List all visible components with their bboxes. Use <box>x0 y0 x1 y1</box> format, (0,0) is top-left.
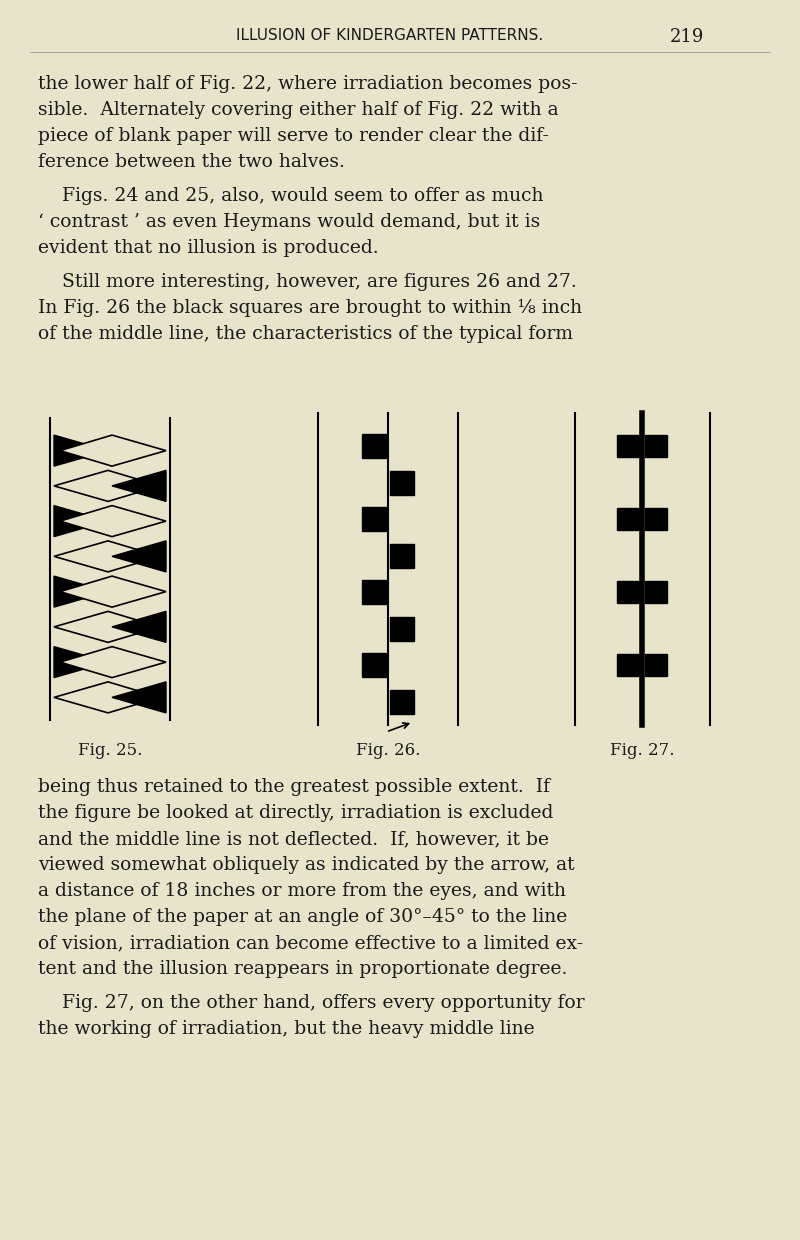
Text: being thus retained to the greatest possible extent.  If: being thus retained to the greatest poss… <box>38 777 550 796</box>
Polygon shape <box>60 435 166 466</box>
Text: Fig. 26.: Fig. 26. <box>356 742 420 759</box>
Bar <box>645 582 667 603</box>
Bar <box>390 544 414 568</box>
Bar <box>645 508 667 531</box>
Polygon shape <box>54 646 108 677</box>
Bar <box>617 582 639 603</box>
Text: Fig. 25.: Fig. 25. <box>78 742 142 759</box>
Polygon shape <box>112 541 166 572</box>
Text: the plane of the paper at an angle of 30°–45° to the line: the plane of the paper at an angle of 30… <box>38 908 567 926</box>
Polygon shape <box>112 611 166 642</box>
Text: Fig. 27.: Fig. 27. <box>610 742 674 759</box>
Text: tent and the illusion reappears in proportionate degree.: tent and the illusion reappears in propo… <box>38 960 567 978</box>
Polygon shape <box>60 646 166 677</box>
Polygon shape <box>54 506 108 537</box>
Text: ‘ contrast ’ as even Heymans would demand, but it is: ‘ contrast ’ as even Heymans would deman… <box>38 213 540 231</box>
Text: the figure be looked at directly, irradiation is excluded: the figure be looked at directly, irradi… <box>38 804 554 822</box>
Text: viewed somewhat obliquely as indicated by the arrow, at: viewed somewhat obliquely as indicated b… <box>38 856 574 874</box>
Bar <box>390 471 414 495</box>
Bar <box>362 653 386 677</box>
Text: and the middle line is not deflected.  If, however, it be: and the middle line is not deflected. If… <box>38 830 549 848</box>
Text: of the middle line, the characteristics of the typical form: of the middle line, the characteristics … <box>38 325 573 343</box>
Polygon shape <box>54 611 160 642</box>
Polygon shape <box>54 577 108 608</box>
Polygon shape <box>112 682 166 713</box>
Bar <box>362 434 386 459</box>
Text: In Fig. 26 the black squares are brought to within ⅛ inch: In Fig. 26 the black squares are brought… <box>38 299 582 317</box>
Bar <box>390 616 414 641</box>
Bar <box>617 655 639 676</box>
Bar <box>390 689 414 714</box>
Text: Still more interesting, however, are figures 26 and 27.: Still more interesting, however, are fig… <box>38 273 577 291</box>
Bar <box>617 508 639 531</box>
Text: of vision, irradiation can become effective to a limited ex-: of vision, irradiation can become effect… <box>38 934 583 952</box>
Bar <box>645 435 667 458</box>
Text: sible.  Alternately covering either half of Fig. 22 with a: sible. Alternately covering either half … <box>38 100 558 119</box>
Text: Fig. 27, on the other hand, offers every opportunity for: Fig. 27, on the other hand, offers every… <box>38 994 585 1012</box>
Bar <box>362 580 386 604</box>
Text: Figs. 24 and 25, also, would seem to offer as much: Figs. 24 and 25, also, would seem to off… <box>38 187 543 205</box>
Bar <box>362 507 386 531</box>
Text: piece of blank paper will serve to render clear the dif-: piece of blank paper will serve to rende… <box>38 126 549 145</box>
Polygon shape <box>54 541 160 572</box>
Polygon shape <box>60 506 166 537</box>
Bar <box>645 655 667 676</box>
Text: 219: 219 <box>670 29 704 46</box>
Text: ILLUSION OF KINDERGARTEN PATTERNS.: ILLUSION OF KINDERGARTEN PATTERNS. <box>236 29 544 43</box>
Text: the working of irradiation, but the heavy middle line: the working of irradiation, but the heav… <box>38 1021 534 1038</box>
Polygon shape <box>54 435 108 466</box>
Text: the lower half of Fig. 22, where irradiation becomes pos-: the lower half of Fig. 22, where irradia… <box>38 74 578 93</box>
Polygon shape <box>112 470 166 501</box>
Text: evident that no illusion is produced.: evident that no illusion is produced. <box>38 239 378 257</box>
Polygon shape <box>60 577 166 608</box>
Text: a distance of 18 inches or more from the eyes, and with: a distance of 18 inches or more from the… <box>38 882 566 900</box>
Bar <box>617 435 639 458</box>
Polygon shape <box>54 682 160 713</box>
Polygon shape <box>54 470 160 501</box>
Text: ference between the two halves.: ference between the two halves. <box>38 153 345 171</box>
